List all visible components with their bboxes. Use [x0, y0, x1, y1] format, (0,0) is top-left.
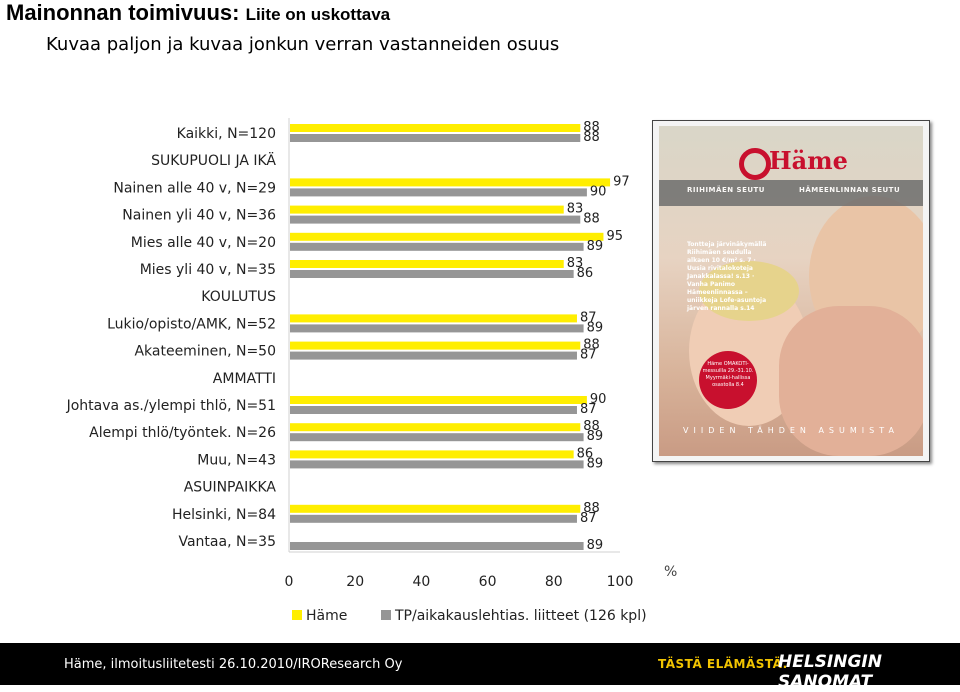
title-main: Mainonnan toimivuus:	[6, 0, 240, 25]
data-label: 88	[583, 120, 600, 135]
bar-hame	[290, 423, 581, 432]
bar-tp	[290, 242, 584, 251]
page-title: Mainonnan toimivuus: Liite on uskottava	[6, 0, 390, 26]
cover-region-left: RIIHIMÄEN SEUTU	[687, 186, 765, 194]
bar-hame	[290, 124, 581, 132]
title-sub: Liite on uskottava	[245, 5, 391, 24]
legend-swatch	[381, 610, 391, 620]
category-label: Vantaa, N=35	[178, 534, 276, 550]
bar-hame	[290, 341, 581, 350]
bar-hame	[290, 450, 574, 459]
bar-tp	[290, 134, 581, 142]
category-heading: SUKUPUOLI JA IKÄ	[151, 151, 276, 169]
data-label: 89	[587, 239, 604, 254]
category-label: Muu, N=43	[197, 452, 276, 468]
bar-hame	[290, 396, 587, 404]
data-label: 87	[580, 511, 597, 526]
footer-slogan: TÄSTÄ ELÄMÄSTÄ.	[658, 657, 788, 671]
x-tick-label: 100	[607, 574, 634, 590]
category-heading: KOULUTUS	[201, 289, 276, 305]
bar-hame	[290, 260, 564, 268]
data-label: 89	[587, 456, 604, 471]
data-label: 89	[587, 429, 604, 444]
legend-label: TP/aikakauslehtias. liitteet (126 kpl)	[394, 608, 647, 624]
category-label: Akateeminen, N=50	[134, 344, 276, 360]
data-label: 90	[590, 392, 607, 407]
data-label: 88	[583, 212, 600, 227]
category-label: Alempi thlö/työntek. N=26	[89, 425, 276, 441]
footer-bar: Häme, ilmoitusliitetesti 26.10.2010/IROR…	[0, 643, 960, 692]
data-label: 87	[580, 402, 597, 417]
bar-tp	[290, 351, 577, 360]
bar-tp	[290, 188, 587, 197]
unit-label: %	[664, 564, 677, 580]
bar-tp	[290, 324, 584, 333]
data-label: 83	[567, 256, 584, 271]
data-label: 88	[583, 338, 600, 353]
category-label: Lukio/opisto/AMK, N=52	[107, 316, 276, 332]
cover-bottom-text: VIIDEN TÄHDEN ASUMISTA	[683, 426, 899, 435]
data-label: 95	[606, 229, 623, 244]
legend-label: Häme	[306, 608, 347, 624]
x-tick-label: 0	[285, 574, 294, 590]
data-label: 89	[587, 320, 604, 335]
x-tick-label: 20	[346, 574, 364, 590]
magazine-cover-image: Häme RIIHIMÄEN SEUTU HÄMEENLINNAN SEUTU …	[652, 120, 930, 462]
data-label: 86	[577, 446, 594, 461]
category-label: Johtava as./ylempi thlö, N=51	[66, 398, 276, 414]
cover-logo: Häme	[739, 144, 849, 184]
category-heading: ASUINPAIKKA	[184, 480, 277, 496]
page-subtitle: Kuvaa paljon ja kuvaa jonkun verran vast…	[46, 34, 560, 55]
helsingin-sanomat-logo: HELSINGIN SANOMAT	[778, 652, 882, 692]
data-label: 97	[613, 174, 630, 189]
legend-swatch	[292, 610, 302, 620]
data-label: 90	[590, 184, 607, 199]
category-label: Mies alle 40 v, N=20	[131, 235, 276, 251]
x-tick-label: 60	[479, 574, 497, 590]
data-label: 88	[583, 501, 600, 516]
data-label: 86	[577, 266, 594, 281]
data-label: 88	[583, 419, 600, 434]
category-label: Nainen alle 40 v, N=29	[113, 180, 276, 196]
x-tick-label: 40	[412, 574, 430, 590]
data-label: 87	[580, 310, 597, 325]
category-heading: AMMATTI	[213, 371, 276, 387]
category-label: Helsinki, N=84	[172, 507, 276, 523]
data-label: 88	[583, 130, 600, 145]
bar-tp	[290, 460, 584, 469]
bar-hame	[290, 178, 611, 187]
cover-badge: Häme OMAKOTI-messuilla 29.-31.10. Myyrmä…	[699, 351, 757, 409]
bar-tp	[290, 433, 584, 442]
bar-hame	[290, 314, 577, 323]
bar-tp	[290, 215, 581, 224]
data-label: 87	[580, 348, 597, 363]
bar-hame	[290, 504, 581, 513]
category-label: Kaikki, N=120	[177, 126, 276, 142]
footer-source: Häme, ilmoitusliitetesti 26.10.2010/IROR…	[64, 657, 403, 672]
bar-tp	[290, 270, 574, 278]
category-label: Mies yli 40 v, N=35	[140, 262, 276, 278]
category-label: Nainen yli 40 v, N=36	[122, 208, 276, 224]
bar-tp	[290, 542, 584, 550]
data-label: 83	[567, 202, 584, 217]
bar-tp	[290, 514, 577, 523]
cover-region-right: HÄMEENLINNAN SEUTU	[799, 186, 901, 194]
x-tick-label: 80	[545, 574, 563, 590]
cover-blurb: Tontteja järvinäkymällä Riihimäen seudul…	[687, 241, 767, 312]
bar-hame	[290, 232, 604, 241]
data-label: 89	[587, 538, 604, 553]
bar-tp	[290, 406, 577, 414]
bar-hame	[290, 205, 564, 214]
